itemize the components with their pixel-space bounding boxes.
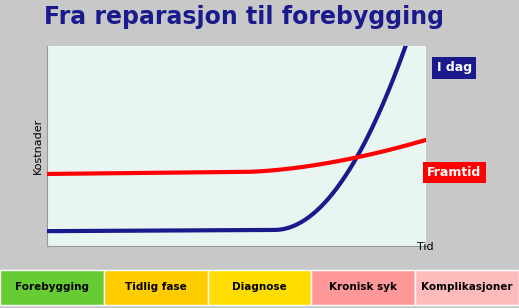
Text: Diagnose: Diagnose <box>232 282 287 292</box>
Text: Tidlig fase: Tidlig fase <box>125 282 186 292</box>
Y-axis label: Kostnader: Kostnader <box>33 118 43 174</box>
Text: Tid: Tid <box>417 242 433 252</box>
Text: Framtid: Framtid <box>427 166 481 179</box>
Text: Komplikasjoner: Komplikasjoner <box>421 282 513 292</box>
Text: Fra reparasjon til forebygging: Fra reparasjon til forebygging <box>44 5 444 29</box>
Text: I dag: I dag <box>436 61 472 74</box>
Text: Forebygging: Forebygging <box>15 282 89 292</box>
Text: Kronisk syk: Kronisk syk <box>329 282 398 292</box>
